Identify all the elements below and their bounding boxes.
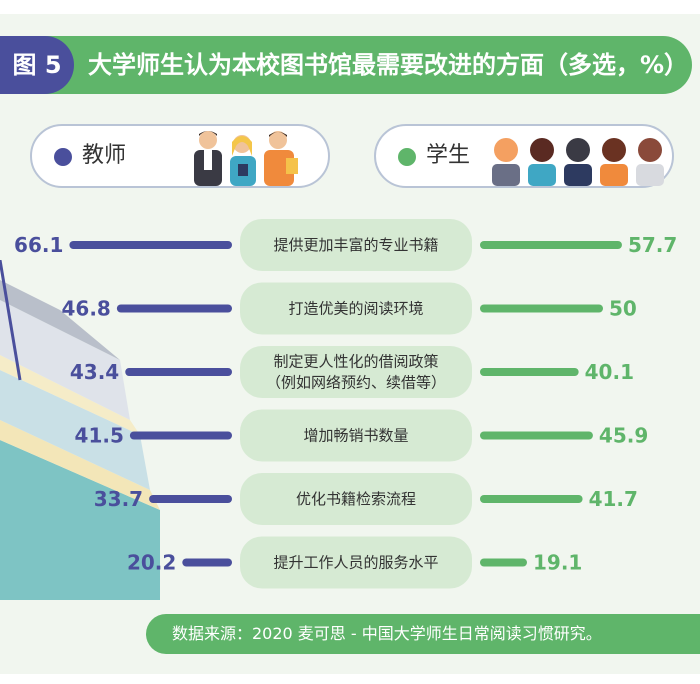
legend-student-dot [398, 148, 416, 166]
chart-title: 大学师生认为本校图书馆最需要改进的方面（多选，%） [88, 51, 689, 79]
teacher-value-label: 33.7 [94, 487, 143, 511]
teacher-bar [116, 304, 232, 313]
student-value-label: 50 [609, 297, 637, 321]
category-box [240, 346, 472, 398]
teacher-bar [182, 558, 232, 567]
students-illustration [492, 138, 664, 186]
teacher-bar [125, 368, 232, 376]
student-bar [480, 431, 593, 440]
legend-teacher-label: 教师 [82, 143, 127, 168]
student-bar [480, 495, 583, 503]
student-bar [480, 241, 622, 249]
books-illustration [0, 260, 160, 600]
category-label: 提升工作人员的服务水平 [273, 554, 438, 572]
student-value-label: 19.1 [533, 551, 582, 575]
student-value-label: 41.7 [589, 487, 638, 511]
teacher-bar [129, 431, 232, 440]
category-label: 优化书籍检索流程 [296, 490, 416, 508]
teacher-bar [69, 241, 232, 249]
category-box [240, 282, 472, 335]
teacher-value-label: 46.8 [62, 297, 111, 321]
teacher-bar [149, 495, 232, 503]
teacher-value-label: 20.2 [127, 551, 176, 575]
category-label: 提供更加丰富的专业书籍 [273, 236, 438, 254]
teacher-value-label: 66.1 [14, 233, 63, 257]
category-label: （例如网络预约、续借等） [266, 374, 446, 392]
legend-student-label: 学生 [426, 143, 471, 168]
title-bar [0, 36, 692, 94]
legend-student: 学生 [374, 124, 674, 188]
category-box [240, 409, 472, 462]
student-bar [480, 368, 579, 376]
teacher-value-label: 41.5 [75, 424, 124, 448]
teachers-illustration [194, 131, 298, 186]
source-bar [146, 614, 700, 654]
category-box [240, 536, 472, 589]
legend-teacher: 教师 [30, 124, 330, 188]
category-label: 打造优美的阅读环境 [288, 300, 423, 318]
student-value-label: 45.9 [599, 424, 648, 448]
category-label: 制定更人性化的借阅政策 [273, 353, 438, 371]
student-value-label: 40.1 [585, 360, 634, 384]
student-bar [480, 558, 527, 567]
category-label: 增加畅销书数量 [303, 427, 408, 445]
legend-teacher-dot [54, 148, 72, 166]
figure-tag: 图 5 [0, 36, 74, 94]
source-note: 数据来源：2020 麦可思 - 中国大学师生日常阅读习惯研究。 [172, 624, 602, 643]
student-bar [480, 304, 603, 313]
category-box [240, 219, 472, 271]
teacher-value-label: 43.4 [70, 360, 119, 384]
category-box [240, 473, 472, 525]
student-value-label: 57.7 [628, 233, 677, 257]
butterfly-bar-chart: 提供更加丰富的专业书籍 66.1 57.7 打造优美的阅读环境 46.8 50 制定更人性化… [14, 219, 677, 589]
